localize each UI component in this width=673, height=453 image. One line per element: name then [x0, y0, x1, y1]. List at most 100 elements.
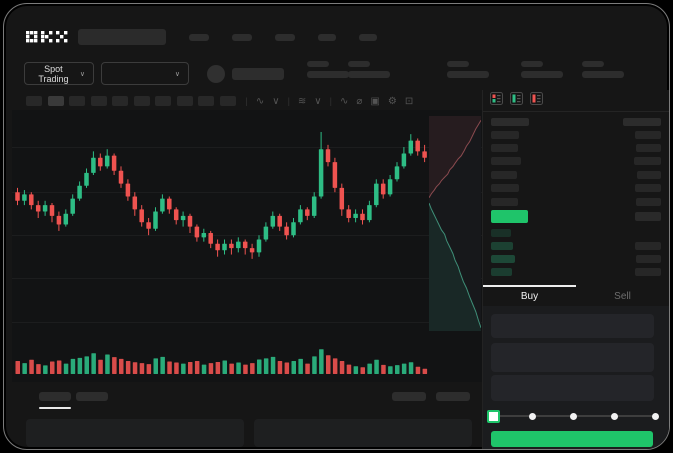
orders-action-button[interactable] — [392, 392, 426, 401]
ask-price-placeholder — [491, 157, 521, 166]
slider-stop-dot[interactable] — [528, 412, 536, 420]
tab-sell[interactable]: Sell — [576, 285, 669, 306]
market-info-bar: Spot Trading ∨ ∨ — [4, 56, 624, 92]
ticker-stat — [307, 61, 353, 78]
nav-item-placeholder[interactable] — [275, 33, 295, 41]
ask-row[interactable] — [483, 128, 669, 141]
settings-gear-icon[interactable]: ⚙ — [387, 95, 397, 107]
camera-icon[interactable]: ▣ — [370, 95, 380, 107]
bid-amount-placeholder — [635, 267, 661, 276]
amount-input[interactable] — [491, 343, 654, 372]
slider-stop-dot[interactable] — [651, 412, 659, 420]
slider-stop-dot[interactable] — [610, 412, 618, 420]
orders-tab-active[interactable] — [39, 392, 71, 401]
okx-logo — [26, 30, 68, 42]
stat-label-placeholder — [521, 61, 543, 67]
ask-row[interactable] — [483, 155, 669, 168]
timeframe-button[interactable] — [219, 96, 236, 106]
timeframe-button[interactable] — [47, 96, 64, 106]
ask-price-placeholder — [491, 130, 519, 139]
pair-name-placeholder — [232, 68, 284, 80]
timeframe-button[interactable] — [112, 96, 128, 106]
slider-handle[interactable] — [487, 410, 500, 423]
ask-amount-placeholder — [637, 170, 661, 179]
order-book-header — [483, 116, 669, 128]
nav-item-placeholder[interactable] — [189, 33, 209, 41]
tab-buy[interactable]: Buy — [483, 285, 576, 306]
ask-row[interactable] — [483, 182, 669, 195]
timeframe-button[interactable] — [133, 96, 150, 106]
pair-dropdown[interactable]: ∨ — [101, 62, 189, 85]
amount-column-header — [623, 118, 661, 126]
top-nav-bar — [4, 22, 669, 52]
nav-item-placeholder[interactable] — [318, 33, 336, 41]
ask-price-placeholder — [491, 170, 517, 179]
ask-price-placeholder — [491, 144, 518, 153]
ask-amount-placeholder — [635, 130, 661, 139]
panel-divider — [482, 90, 483, 449]
bid-row[interactable] — [483, 265, 669, 278]
chart-tool-icons: | ∿ ∨ | ≋ ∨ | ∿ ⌀ ▣ ⚙ ⊡ — [246, 96, 414, 107]
slider-stop-dot[interactable] — [569, 412, 577, 420]
ask-row[interactable] — [483, 168, 669, 181]
trade-side-tabs: Buy Sell — [483, 285, 669, 306]
book-view-asks-icon[interactable] — [530, 92, 543, 110]
book-view-all-icon[interactable] — [490, 92, 503, 110]
timeframe-button[interactable] — [69, 96, 85, 106]
order-form — [483, 306, 669, 449]
orders-tab-inactive[interactable] — [76, 392, 108, 401]
price-input[interactable] — [491, 314, 654, 338]
search-bar[interactable] — [78, 29, 166, 45]
bid-row[interactable] — [483, 239, 669, 252]
timeframe-button[interactable] — [90, 96, 107, 106]
bid-row[interactable] — [483, 226, 669, 239]
bid-amount-placeholder — [636, 254, 661, 263]
market-type-dropdown[interactable]: Spot Trading ∨ — [24, 62, 94, 85]
stat-label-placeholder — [307, 61, 329, 67]
line-tool-icon[interactable]: ∿ — [339, 95, 349, 107]
divider: | — [329, 96, 332, 106]
bid-row[interactable] — [483, 252, 669, 265]
price-column-header — [491, 118, 529, 126]
total-input[interactable] — [491, 375, 654, 401]
depth-chart — [428, 116, 482, 331]
ask-row[interactable] — [483, 141, 669, 154]
timeframe-button[interactable] — [155, 96, 171, 106]
divider: | — [287, 96, 290, 106]
ask-amount-placeholder — [636, 197, 661, 206]
timeframe-button[interactable] — [176, 96, 193, 106]
chevron-down-icon: ∨ — [79, 70, 85, 78]
compare-icon[interactable]: ⌀ — [356, 95, 363, 107]
chevron-down-icon[interactable]: ∨ — [272, 95, 280, 107]
nav-item-placeholder[interactable] — [232, 33, 252, 41]
order-book-view-toggles — [490, 92, 543, 110]
chevron-down-icon[interactable]: ∨ — [314, 95, 322, 107]
orders-history-section — [12, 382, 483, 449]
nav-item-placeholder[interactable] — [359, 33, 377, 41]
top-nav-items — [189, 33, 377, 41]
ask-row[interactable] — [483, 195, 669, 208]
last-price-badge — [491, 209, 528, 223]
orders-action-button[interactable] — [436, 392, 470, 401]
book-view-bids-icon[interactable] — [510, 92, 523, 110]
tab-sell-label: Sell — [614, 291, 631, 302]
ticker-stat — [348, 61, 394, 78]
stat-label-placeholder — [582, 61, 604, 67]
stat-value-placeholder — [582, 71, 624, 78]
ticker-stat — [582, 61, 628, 78]
indicators-icon[interactable]: ≋ — [297, 95, 307, 107]
stat-value-placeholder — [348, 71, 390, 78]
amount-slider[interactable] — [483, 408, 669, 423]
timeframe-button[interactable] — [198, 96, 214, 106]
ask-amount-placeholder — [636, 144, 661, 153]
gridline — [12, 278, 482, 279]
volume-series — [15, 349, 428, 374]
fullscreen-icon[interactable]: ⊡ — [404, 95, 414, 107]
timeframe-button[interactable] — [26, 96, 42, 106]
active-tab-underline — [39, 407, 71, 409]
price-chart-panel[interactable] — [12, 110, 482, 382]
submit-buy-button[interactable] — [491, 431, 653, 447]
chart-type-icon[interactable]: ∿ — [255, 95, 265, 107]
bid-price-placeholder — [491, 254, 515, 263]
